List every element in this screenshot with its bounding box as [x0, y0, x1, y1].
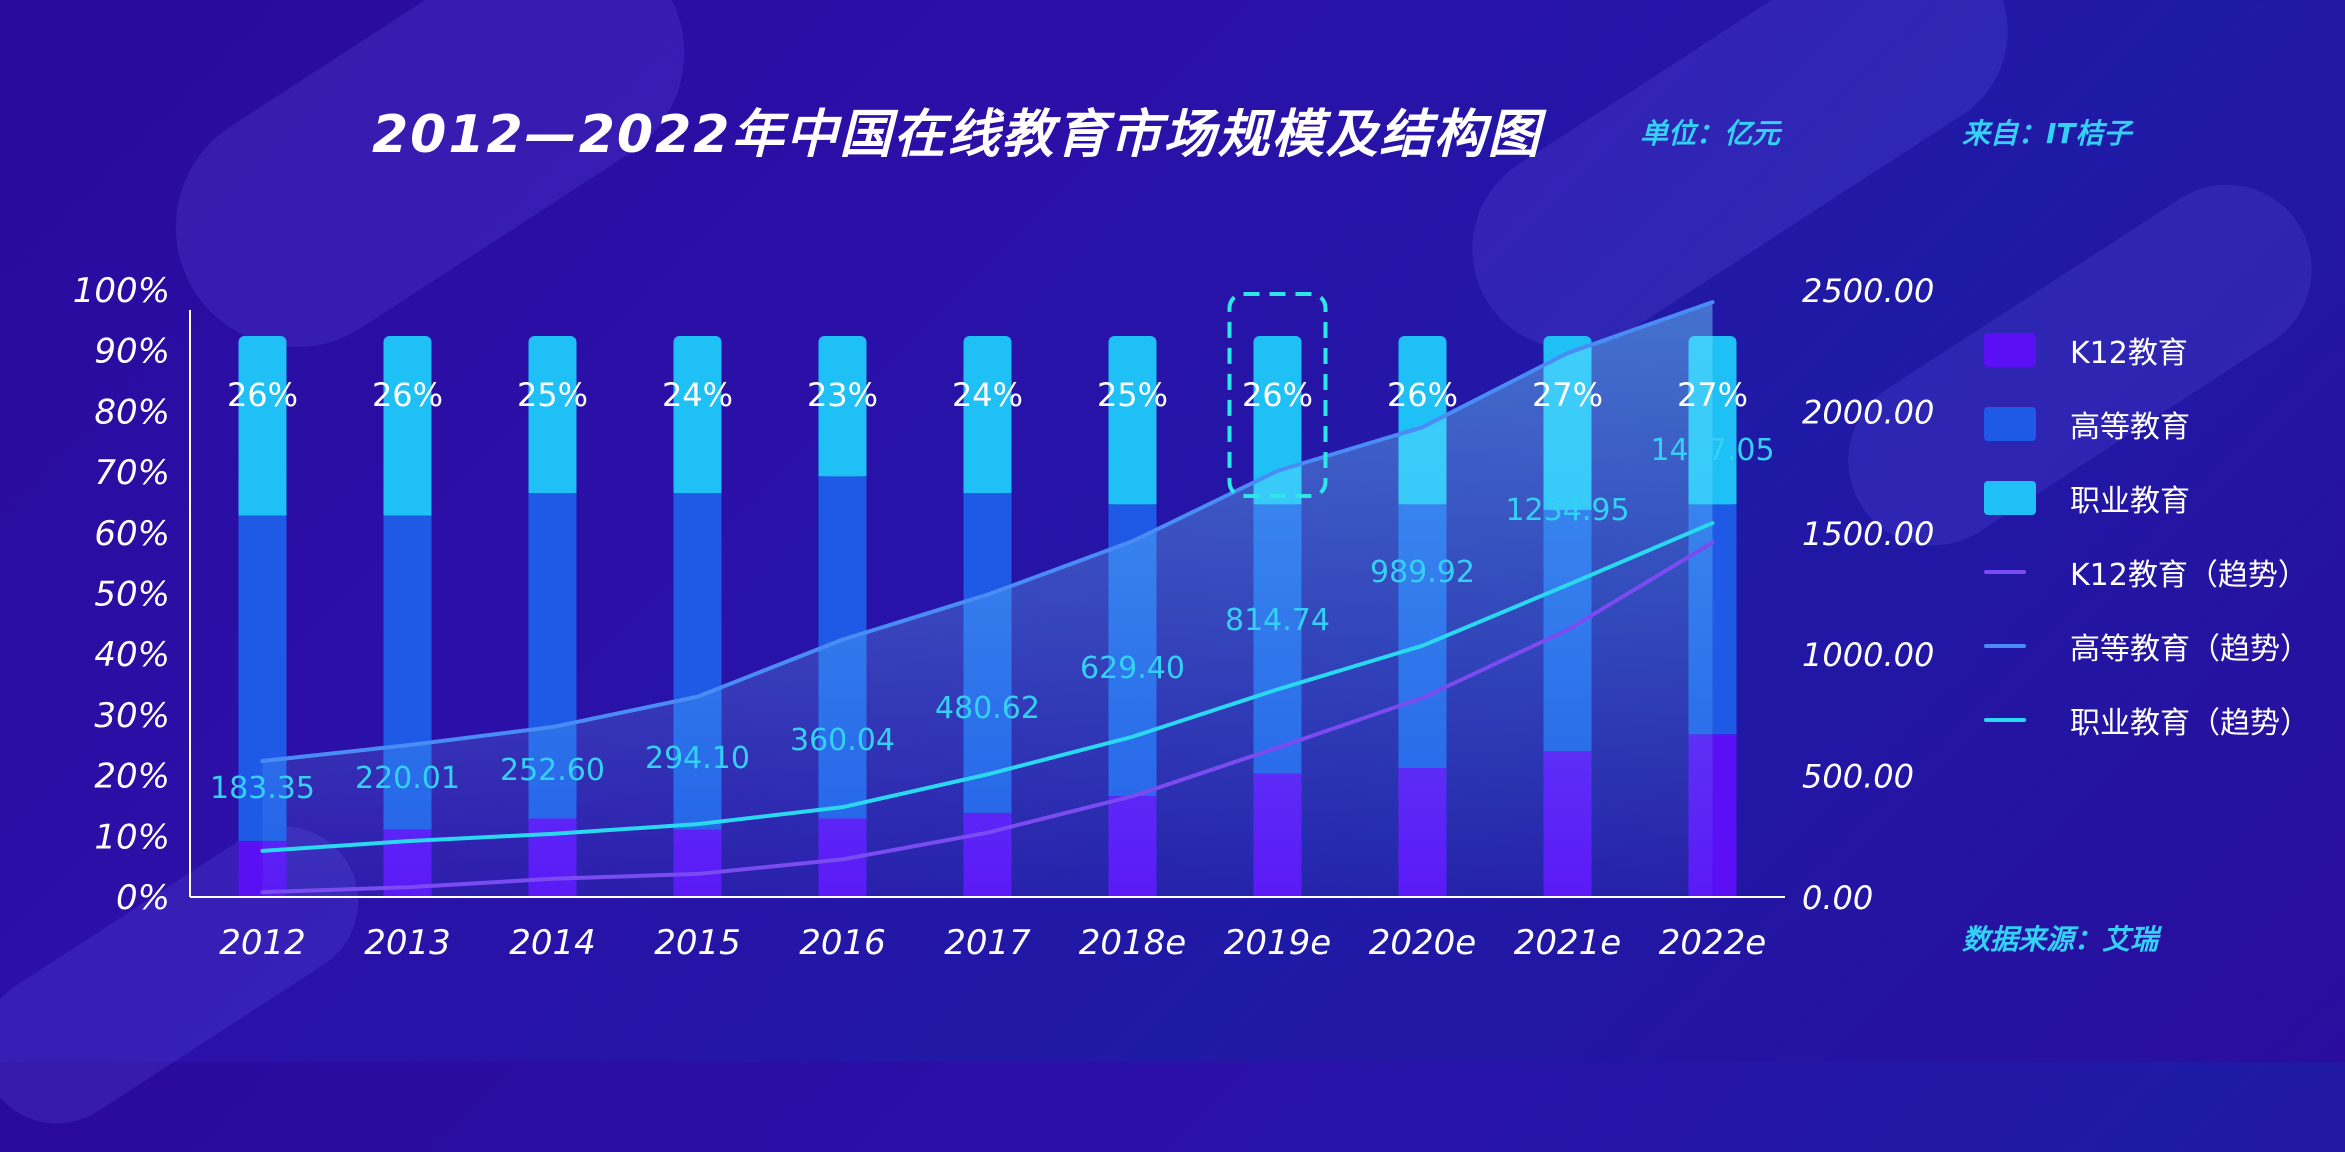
x-tick-label: 2014 — [509, 923, 596, 963]
legend-item-higher-ed-trend[interactable]: 高等教育（趋势） — [1984, 626, 2310, 667]
y-left-tick-label: 60% — [94, 514, 170, 554]
bar-segment-fill — [673, 414, 722, 494]
y-left-tick-label: 30% — [94, 696, 170, 736]
x-tick-label: 2013 — [364, 923, 451, 963]
x-tick-label: 2018e — [1079, 923, 1186, 963]
bar-segment-fill — [1108, 420, 1157, 505]
y-left-tick-label: 40% — [94, 635, 170, 675]
total-value-label: 252.60 — [500, 753, 605, 788]
x-tick-label: 2020e — [1369, 923, 1476, 963]
total-value-label: 1234.95 — [1505, 493, 1629, 528]
segment-percent-label: 26% — [227, 376, 298, 414]
x-tick-label: 2022e — [1659, 923, 1766, 963]
trend-line — [260, 300, 1715, 764]
x-tick-label: 2016 — [799, 923, 886, 963]
unit-label: 单位：亿元 — [1640, 117, 1781, 150]
segment-percent-label: 25% — [1097, 376, 1168, 414]
segment-percent-label: 26% — [1242, 376, 1313, 414]
legend-label: 职业教育 — [2070, 484, 2190, 519]
legend-item-vocational[interactable]: 职业教育 — [1984, 478, 2190, 519]
y-left-tick-label: 100% — [73, 271, 170, 311]
legend-line — [1984, 570, 2026, 574]
legend-label: 高等教育（趋势） — [2070, 632, 2310, 667]
source-label: 数据来源：艾瑞 — [1962, 923, 2159, 956]
y-right-tick-label: 1000.00 — [1802, 636, 1934, 674]
total-value-label: 989.92 — [1370, 555, 1475, 590]
y-left-tick-label: 90% — [94, 332, 170, 372]
legend-label: 高等教育 — [2070, 410, 2190, 445]
chart-title: 2012—2022年中国在线教育市场规模及结构图 — [372, 105, 1542, 165]
y-left-tick-label: 50% — [94, 575, 170, 615]
legend-item-k12[interactable]: K12教育 — [1984, 330, 2188, 371]
y-left-tick-label: 20% — [94, 757, 170, 797]
y-right-tick-label: 0.00 — [1802, 879, 1873, 917]
labels-layer: 26% 26% 25% 24% 23% 24% 25% 26% 26% 27% 27% 183.35 2… — [210, 292, 1775, 806]
legend-line — [1984, 644, 2026, 648]
legend-item-k12-trend[interactable]: K12教育（趋势） — [1984, 552, 2308, 593]
segment-percent-label: 24% — [662, 376, 733, 414]
legend-item-higher-ed[interactable]: 高等教育 — [1984, 404, 2190, 445]
x-tick-label: 2021e — [1514, 923, 1621, 963]
total-value-label: 183.35 — [210, 771, 315, 806]
legend-label: 职业教育（趋势） — [2070, 706, 2310, 741]
y-left-tick-label: 70% — [94, 453, 170, 493]
legend-swatch — [1984, 407, 2036, 441]
legend-label: K12教育（趋势） — [2070, 558, 2308, 593]
bar-segment-fill — [963, 414, 1012, 494]
total-value-label: 480.62 — [935, 691, 1040, 726]
bar-segment-fill — [238, 425, 287, 516]
total-value-label: 814.74 — [1225, 603, 1330, 638]
total-value-label: 220.01 — [355, 761, 460, 796]
total-value-label: 1467.05 — [1650, 433, 1774, 468]
x-tick-label: 2019e — [1224, 923, 1331, 963]
segment-percent-label: 25% — [517, 376, 588, 414]
x-tick-label: 2012 — [219, 923, 306, 963]
segment-percent-label: 24% — [952, 376, 1023, 414]
segment-percent-label: 26% — [1387, 376, 1458, 414]
segment-percent-label: 26% — [372, 376, 443, 414]
bar-segment-fill — [818, 406, 867, 477]
axes-layer: 0% 10% 20% 30% 40% 50% 60% 70% 80% 90% 100% 0.00 500… — [73, 271, 1935, 963]
bar-segment-fill — [528, 414, 577, 494]
chart-canvas: 26% 26% 25% 24% 23% 24% 25% 26% 26% 27% 27% 183.35 2… — [73, 271, 1935, 963]
segment-percent-label: 27% — [1677, 376, 1748, 414]
segment-percent-label: 23% — [807, 376, 878, 414]
y-left-tick-label: 0% — [116, 878, 170, 918]
legend-line — [1984, 718, 2026, 722]
y-right-tick-label: 1500.00 — [1802, 515, 1934, 553]
legend-swatch — [1984, 333, 2036, 367]
y-right-tick-label: 500.00 — [1802, 758, 1914, 796]
highlight-box — [1227, 292, 1328, 498]
total-value-label: 629.40 — [1080, 651, 1185, 686]
trend-line — [260, 521, 1715, 853]
y-right-tick-label: 2000.00 — [1802, 393, 1934, 431]
total-value-label: 294.10 — [645, 741, 750, 776]
y-left-tick-label: 10% — [94, 817, 170, 857]
credit-label: 来自：IT桔子 — [1962, 117, 2132, 150]
trend-line — [260, 540, 1715, 895]
legend-label: K12教育 — [2070, 336, 2188, 371]
segment-percent-label: 27% — [1532, 376, 1603, 414]
x-tick-label: 2015 — [654, 923, 741, 963]
legend-swatch — [1984, 481, 2036, 515]
legend-item-vocational-trend[interactable]: 职业教育（趋势） — [1984, 700, 2310, 741]
bar-segment-fill — [383, 425, 432, 516]
total-value-label: 360.04 — [790, 723, 895, 758]
x-tick-label: 2017 — [944, 923, 1031, 963]
y-right-tick-label: 2500.00 — [1802, 272, 1934, 310]
lines-layer — [260, 300, 1715, 895]
y-left-tick-label: 80% — [94, 392, 170, 432]
